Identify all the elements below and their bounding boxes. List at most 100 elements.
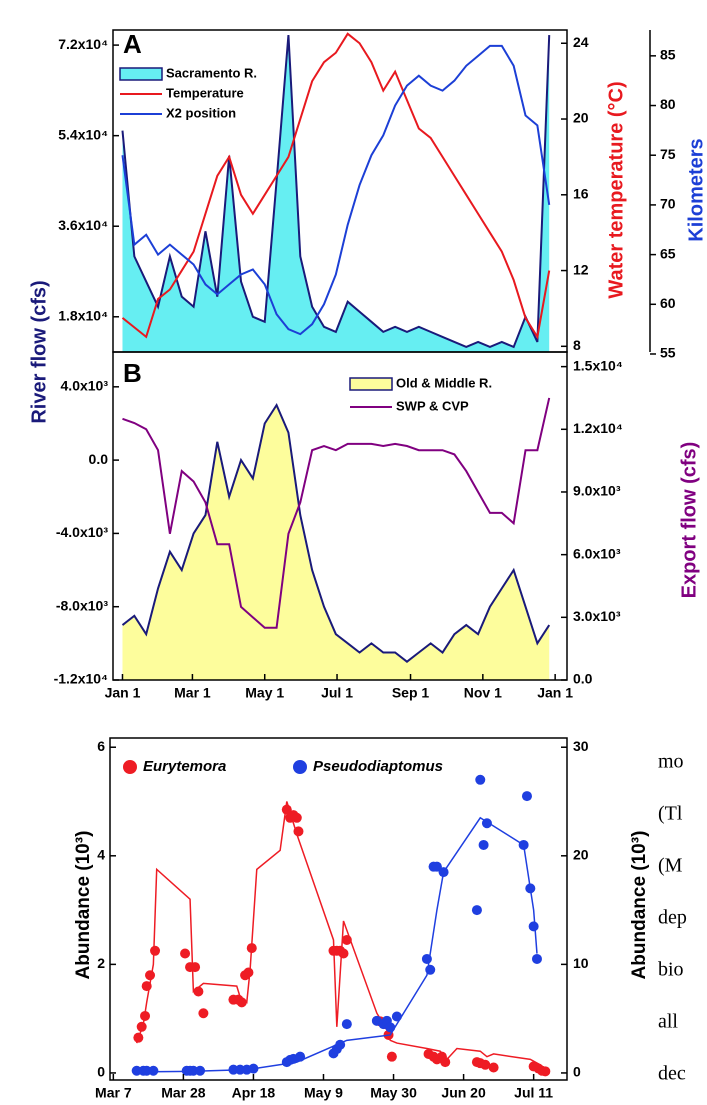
point (145, 970, 156, 981)
panel: 0 2 4 6 0 10 20 30 Mar 7 Mar 28 Apr 18 May 9 May 30 J… (73, 737, 650, 1101)
tick-label: 75 (660, 146, 676, 162)
tick-label: 4 (97, 847, 105, 863)
tick-label: 1.5x10⁴ (573, 357, 623, 373)
tick-label: 6.0x10³ (573, 545, 621, 561)
legend-label: Eurytemora (143, 758, 226, 775)
x-tick-label: Mar 7 (95, 1085, 132, 1101)
tick-label: 24 (573, 34, 589, 50)
panel: 1.8x10⁴ 3.6x10⁴ 5.4x10⁴ 7.2x10⁴ 8 12 16 20 24 55 6… (28, 29, 707, 424)
tick-label: 9.0x10³ (573, 483, 621, 499)
point (133, 1032, 144, 1043)
x-tick-label: Jul 1 (321, 685, 353, 701)
body-text: all (658, 1011, 678, 1033)
model-line (136, 816, 538, 1073)
point (243, 967, 254, 978)
point (438, 867, 449, 878)
x-tick-label: Jul 11 (514, 1085, 553, 1101)
tick-label: 60 (660, 295, 676, 311)
tick-label: 16 (573, 185, 589, 201)
x-tick-label: Mar 1 (174, 685, 211, 701)
body-text: (M (658, 855, 683, 877)
point (136, 1021, 147, 1032)
tick-label: 3.6x10⁴ (58, 217, 108, 233)
body-text: bio (658, 959, 684, 981)
point (195, 1065, 206, 1076)
x-tick-label: May 9 (304, 1085, 343, 1101)
point (475, 774, 486, 785)
legend-label: Pseudodiaptomus (313, 758, 443, 775)
legend-label: X2 position (166, 105, 236, 120)
body-text: dec (658, 1063, 686, 1085)
tick-label: 0 (97, 1064, 105, 1080)
tick-label: 6 (97, 738, 105, 754)
point (431, 861, 442, 872)
tick-label: 0.0 (573, 671, 593, 687)
x-tick-label: Sep 1 (392, 685, 430, 701)
point (198, 1008, 209, 1019)
point (425, 964, 436, 975)
point (190, 962, 201, 973)
tick-label: 4.0x10³ (61, 378, 109, 394)
x-tick-label: Jun 20 (441, 1085, 486, 1101)
point (193, 986, 204, 997)
legend-swatch (119, 67, 163, 81)
tick-label: 65 (660, 245, 676, 261)
point (531, 953, 542, 964)
tick-label: 20 (573, 847, 589, 863)
tick-label: 7.2x10⁴ (58, 36, 108, 52)
point (248, 1063, 259, 1074)
tick-label: -4.0x10³ (56, 524, 108, 540)
point (295, 1051, 306, 1062)
body-text: dep (658, 907, 687, 929)
plot-area (121, 32, 551, 352)
legend-swatch (349, 377, 393, 391)
x-tick-label: Nov 1 (464, 685, 502, 701)
point (341, 934, 352, 945)
point (335, 1039, 346, 1050)
point (141, 981, 152, 992)
point (480, 1059, 491, 1070)
point (246, 943, 257, 954)
point (488, 1062, 499, 1073)
tick-label: 70 (660, 196, 676, 212)
point (291, 812, 302, 823)
tick-label: 20 (573, 110, 589, 126)
tick-label: 55 (660, 345, 676, 361)
point (281, 804, 292, 815)
plot-area (131, 774, 551, 1077)
point (421, 953, 432, 964)
point (386, 1051, 397, 1062)
panel-label: A (123, 29, 142, 59)
legend-label: Temperature (166, 85, 244, 100)
x-tick-label: Jan 1 (105, 685, 141, 701)
tick-label: -1.2x10⁴ (54, 671, 108, 687)
point (521, 791, 532, 802)
x-tick-label: Apr 18 (232, 1085, 276, 1101)
axis-label: Kilometers (685, 138, 707, 241)
series-line (121, 403, 551, 663)
tick-label: 0 (573, 1064, 581, 1080)
legend-label: Sacramento R. (166, 65, 257, 80)
point (528, 921, 539, 932)
point (293, 826, 304, 837)
tick-label: 30 (573, 738, 589, 754)
tick-label: 3.0x10³ (573, 608, 621, 624)
axis-label: Abundance (10³) (629, 831, 650, 980)
tick-label: 85 (660, 47, 676, 63)
tick-label: 80 (660, 96, 676, 112)
point (481, 818, 492, 829)
point (391, 1011, 402, 1022)
frame (109, 737, 568, 1081)
point (140, 1010, 151, 1021)
tick-label: 1.8x10⁴ (58, 307, 108, 323)
point (338, 948, 349, 959)
point (525, 883, 536, 894)
point (180, 948, 191, 959)
tick-label: 2 (97, 955, 105, 971)
series-line (121, 32, 551, 340)
series-line (121, 44, 551, 336)
area (122, 405, 550, 680)
tick-label: 0.0 (89, 451, 109, 467)
axis-label: River flow (cfs) (28, 280, 50, 423)
